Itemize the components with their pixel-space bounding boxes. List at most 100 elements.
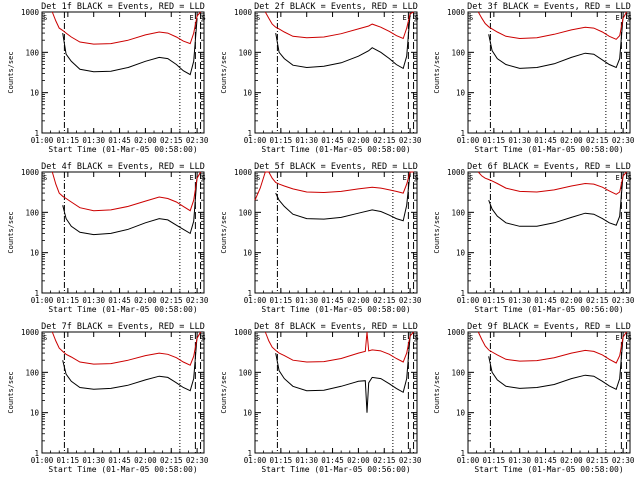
panel-8-title: Det 8f BLACK = Events, RED = LLD <box>254 322 418 332</box>
panel-2-series-lld <box>264 11 414 40</box>
panel-1-marker-s: S <box>43 14 47 22</box>
panel-1-xlabel: Start Time (01-Mar-05 00:58:00) <box>48 145 197 154</box>
panel-7-series-lld <box>51 331 202 366</box>
panel-2: Det 2f BLACK = Events, RED = LLD 1 10 100 10… <box>220 2 422 154</box>
panel-9-marker-e: E <box>615 334 619 342</box>
panel-3-ytick-label: 10 <box>456 89 466 98</box>
panel-3: Det 3f BLACK = Events, RED = LLD 1 10 100 10… <box>433 2 635 154</box>
panel-1-xtick-label: 01:30 <box>82 136 105 145</box>
panel-7-xtick-label: 02:00 <box>134 456 157 465</box>
panel-3-ylabel: Counts/sec <box>433 51 441 93</box>
panel-1: Det 1f BLACK = Events, RED = LLD 1 10 100 10… <box>7 2 209 154</box>
panel-6-frame <box>467 171 631 294</box>
panel-4: Det 4f BLACK = Events, RED = LLD 1 10 100 10… <box>7 162 209 314</box>
panel-1-xtick-label: 02:00 <box>134 136 157 145</box>
panel-3-xtick-label: 01:45 <box>534 136 557 145</box>
panel-4-series-lld <box>51 171 202 212</box>
panel-6-xtick-label: 01:15 <box>483 296 506 305</box>
panel-6-xtick-label: 02:15 <box>586 296 609 305</box>
panel-2-xtick-label: 01:45 <box>321 136 344 145</box>
panel-8-xtick-label: 02:30 <box>399 456 422 465</box>
panel-4-xtick-label: 02:00 <box>134 296 157 305</box>
panel-6-series-lld <box>477 171 627 195</box>
panel-7-xtick-label: 02:15 <box>160 456 183 465</box>
panel-5-xtick-label: 01:45 <box>321 296 344 305</box>
panel-2-xlabel: Start Time (01-Mar-05 00:58:00) <box>261 145 410 154</box>
panel-6-marker-s: S <box>628 174 632 182</box>
panel-4-ytick-label: 1000 <box>21 168 40 177</box>
panel-4-xtick-label: 01:15 <box>57 296 80 305</box>
panel-8-xtick-label: 01:30 <box>295 456 318 465</box>
panel-2-xtick-label: 01:30 <box>295 136 318 145</box>
panel-9-xtick-label: 01:30 <box>508 456 531 465</box>
panel-6-xtick-label: 01:30 <box>508 296 531 305</box>
panel-4-xlabel: Start Time (01-Mar-05 00:58:00) <box>48 305 197 314</box>
panel-8-series-events <box>275 335 411 413</box>
panel-3-marker-s: S <box>469 14 473 22</box>
panel-3-xtick-label: 02:30 <box>612 136 635 145</box>
panel-2-marker-e: E <box>402 14 406 22</box>
panel-3-ytick-label: 1000 <box>447 8 466 17</box>
panel-1-xtick-label: 01:15 <box>57 136 80 145</box>
panel-3-xtick-label: 01:15 <box>483 136 506 145</box>
panel-9-xtick-label: 02:30 <box>612 456 635 465</box>
panel-1-series-lld <box>51 11 201 45</box>
panel-8-frame <box>254 331 418 454</box>
panel-6-ylabel: Counts/sec <box>433 211 441 253</box>
panel-2-ytick-label: 10 <box>243 89 253 98</box>
panel-3-xtick-label: 02:15 <box>586 136 609 145</box>
panel-6-marker-s: S <box>469 174 473 182</box>
panel-9-xlabel: Start Time (01-Mar-05 00:58:00) <box>474 465 623 474</box>
panel-5-frame <box>254 171 418 294</box>
panel-5-ytick-label: 1 <box>247 289 252 298</box>
panel-4-xtick-label: 01:30 <box>82 296 105 305</box>
panel-3-xtick-label: 01:00 <box>457 136 480 145</box>
panel-5-xtick-label: 01:30 <box>295 296 318 305</box>
panel-4-ytick-label: 10 <box>30 249 40 258</box>
panel-4-xtick-label: 02:15 <box>160 296 183 305</box>
panel-7-frame <box>41 331 205 454</box>
panel-6-ytick-label: 1 <box>460 289 465 298</box>
panel-8-xtick-label: 01:15 <box>270 456 293 465</box>
panel-1-xtick-label: 02:15 <box>160 136 183 145</box>
panel-1-series-events <box>62 18 198 76</box>
panel-2-marker-s: S <box>256 14 260 22</box>
panel-4-xtick-label: 01:00 <box>31 296 54 305</box>
panel-1-frame <box>41 11 205 134</box>
panel-4-marker-s: S <box>202 174 206 182</box>
panel-3-xtick-label: 02:00 <box>560 136 583 145</box>
panel-6-ytick-label: 100 <box>451 208 465 217</box>
panel-2-series-events <box>275 13 411 70</box>
panel-7-marker-s: S <box>43 334 47 342</box>
panel-6-xtick-label: 01:00 <box>457 296 480 305</box>
panel-1-xtick-label: 01:45 <box>108 136 131 145</box>
panel-5-marker-e: E <box>402 174 406 182</box>
panel-1-xtick-label: 02:30 <box>186 136 209 145</box>
panel-9-ytick-label: 100 <box>451 368 465 377</box>
panel-9-series-lld <box>477 331 628 364</box>
panel-1-ytick-label: 10 <box>30 89 40 98</box>
panel-7-ytick-label: 1000 <box>21 328 40 337</box>
panel-3-ytick-label: 1 <box>460 129 465 138</box>
panel-4-series-events <box>62 175 198 236</box>
panel-6-xtick-label: 01:45 <box>534 296 557 305</box>
panel-9-title: Det 9f BLACK = Events, RED = LLD <box>467 322 631 332</box>
panel-8-series-lld <box>264 331 414 363</box>
panel-5-marker-s: S <box>256 174 260 182</box>
panel-5-marker-s: S <box>415 174 419 182</box>
panel-9-ytick-label: 10 <box>456 409 466 418</box>
panel-3-series-lld <box>477 11 628 40</box>
panel-4-xtick-label: 02:30 <box>186 296 209 305</box>
panel-8-marker-e: E <box>402 334 406 342</box>
panel-9-xtick-label: 01:15 <box>483 456 506 465</box>
panel-6-ytick-label: 1000 <box>447 168 466 177</box>
panel-5-series-lld <box>254 171 414 201</box>
panel-4-ytick-label: 1 <box>34 289 39 298</box>
panel-6-title: Det 6f BLACK = Events, RED = LLD <box>467 162 631 172</box>
panel-8-xtick-label: 01:45 <box>321 456 344 465</box>
panel-5-ytick-label: 10 <box>243 249 253 258</box>
panel-2-ytick-label: 1000 <box>234 8 253 17</box>
panel-1-ytick-label: 1 <box>34 129 39 138</box>
panel-9-frame <box>467 331 631 454</box>
panel-7-xtick-label: 01:00 <box>31 456 54 465</box>
